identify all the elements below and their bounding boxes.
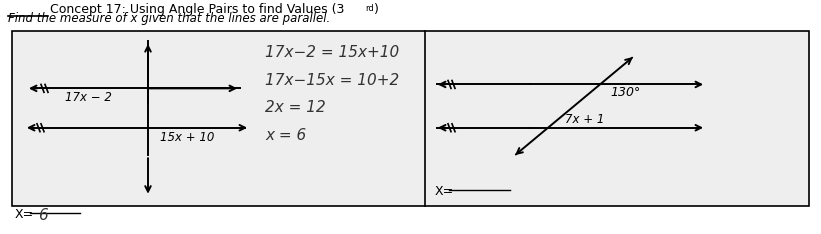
Text: 6: 6 bbox=[38, 208, 48, 223]
Text: X=: X= bbox=[15, 208, 34, 221]
Text: 2x = 12: 2x = 12 bbox=[265, 100, 326, 115]
Text: ): ) bbox=[374, 3, 378, 16]
Text: 17x−2 = 15x+10: 17x−2 = 15x+10 bbox=[265, 45, 399, 60]
Text: 17x − 2: 17x − 2 bbox=[65, 91, 112, 104]
Text: 130°: 130° bbox=[610, 86, 640, 99]
Text: 7x + 1: 7x + 1 bbox=[565, 113, 604, 126]
Text: 15x + 10: 15x + 10 bbox=[160, 131, 214, 144]
FancyBboxPatch shape bbox=[12, 31, 809, 206]
Text: Concept 17: Using Angle Pairs to find Values (3: Concept 17: Using Angle Pairs to find Va… bbox=[50, 3, 344, 16]
Text: x = 6: x = 6 bbox=[265, 128, 306, 143]
Text: X=: X= bbox=[435, 185, 454, 198]
Text: Find the measure of x given that the lines are parallel.: Find the measure of x given that the lin… bbox=[8, 12, 330, 26]
Text: rd: rd bbox=[365, 4, 374, 13]
Text: 17x−15x = 10+2: 17x−15x = 10+2 bbox=[265, 73, 399, 88]
